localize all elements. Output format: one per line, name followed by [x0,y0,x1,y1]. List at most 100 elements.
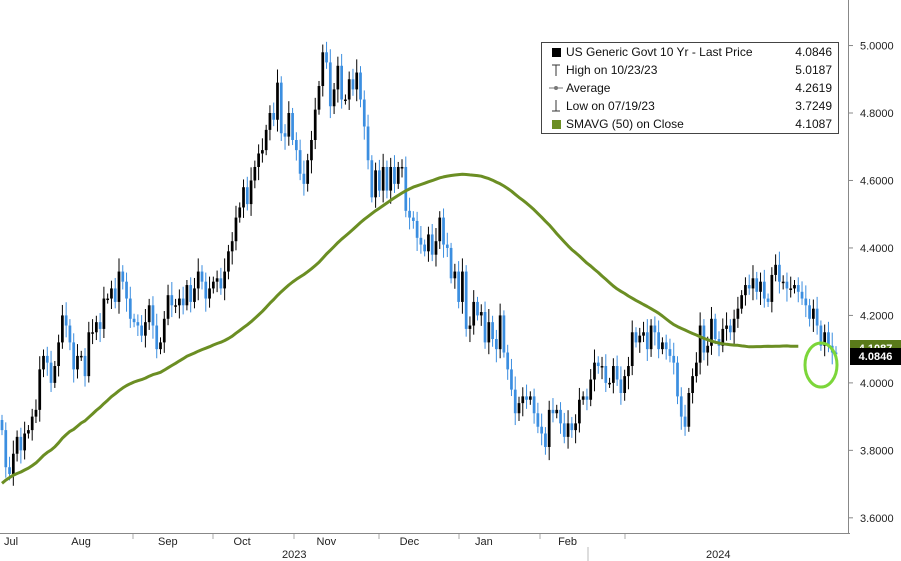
candle-body [170,295,174,306]
candle-body [770,274,774,302]
candle-body [544,433,547,447]
candle-body [389,166,393,191]
candle-body [611,366,615,383]
x-tick-label: Jan [475,536,493,548]
candle-body [234,217,238,242]
candle-body [166,295,170,319]
candle-body [713,318,717,340]
candle-body [211,281,215,289]
candle-body [159,342,162,350]
candle-body [487,322,491,343]
candle-body [287,113,291,137]
legend-row-average: Average 4.2619 [542,79,838,97]
candle-body [566,423,570,437]
candle-body [136,322,140,326]
candle-body [362,99,366,127]
candle-body [796,285,800,292]
candle-body [268,113,272,130]
candle-body [38,369,42,410]
candle-body [778,264,781,282]
candle-body [276,82,279,120]
candle-body [800,291,804,299]
candle-body [249,180,253,205]
candle-body [147,305,151,323]
candle-body [204,281,208,299]
candle-body [336,65,340,90]
candle-body [453,271,457,279]
legend-value: 5.0187 [795,63,832,77]
candle-body [698,325,702,363]
candle-body [340,65,343,100]
candle-body [381,166,385,191]
candle-body [593,362,596,380]
candle-body [517,403,521,414]
candle-body [608,382,611,385]
candle-body [178,298,181,306]
x-tick-label: Aug [71,536,91,548]
candle-body [140,325,143,336]
candle-body [427,234,430,252]
candle-body [125,281,128,299]
sma-50-line [1,172,799,485]
year-label: 2023 [282,549,306,561]
candle-body [42,355,45,370]
candle-body [298,150,302,174]
candle-body [562,423,566,437]
y-axis: 3.6000 3.8000 4.0000 4.2000 4.4000 4.6000 4.80… [848,41,894,525]
candle-body [328,62,332,107]
candle-body [272,113,276,120]
legend-row-last-price: US Generic Govt 10 Yr - Last Price 4.084… [542,43,838,61]
candle-body [155,325,159,350]
legend-row-sma: SMAVG (50) on Close 4.1087 [542,115,838,133]
y-tick-label: 3.8000 [860,445,894,457]
candle-body [110,288,113,299]
candle-body [83,355,87,377]
candle-body [559,409,562,424]
candle-body [253,166,257,181]
candle-body [132,318,136,323]
candle-body [366,126,370,161]
candle-body [208,288,211,299]
candle-body [219,278,223,289]
candle-body [491,322,494,340]
candle-body [676,362,679,397]
average-icon [546,82,566,94]
candle-body [257,153,260,167]
candle-body [0,419,4,431]
candle-body [468,325,472,329]
candle-body [196,271,200,289]
candle-body [755,278,759,292]
legend-label: Low on 07/19/23 [566,99,655,113]
candle-body [411,217,415,221]
candle-body [106,298,110,301]
candle-body [434,241,438,255]
legend-row-low: Low on 07/19/23 3.7249 [542,97,838,115]
candle-body [430,234,434,255]
candle-body [264,129,268,151]
legend-label: High on 10/23/23 [566,63,658,77]
candle-body [317,86,321,110]
candle-body [600,366,604,368]
candle-body [325,52,328,63]
candle-body [423,244,427,252]
candle-body [23,433,27,451]
year-label: 2024 [706,549,730,561]
candle-body [623,376,627,394]
candle-body [789,288,793,290]
candle-body [804,298,808,306]
candle-body [193,288,196,302]
candle-body [823,332,827,346]
candle-body [174,305,177,307]
candle-body [653,325,657,333]
candle-body [113,288,117,302]
candle-body [495,339,498,350]
low-icon [546,100,566,112]
x-tick-label: Nov [317,536,337,548]
last-price-tag: 4.0846 [850,348,901,365]
y-tick-label: 4.6000 [860,175,894,187]
candle-body [513,389,517,414]
candle-body [283,133,287,137]
candle-body [604,366,608,383]
candle-body [815,308,819,326]
candle-body [540,426,544,434]
